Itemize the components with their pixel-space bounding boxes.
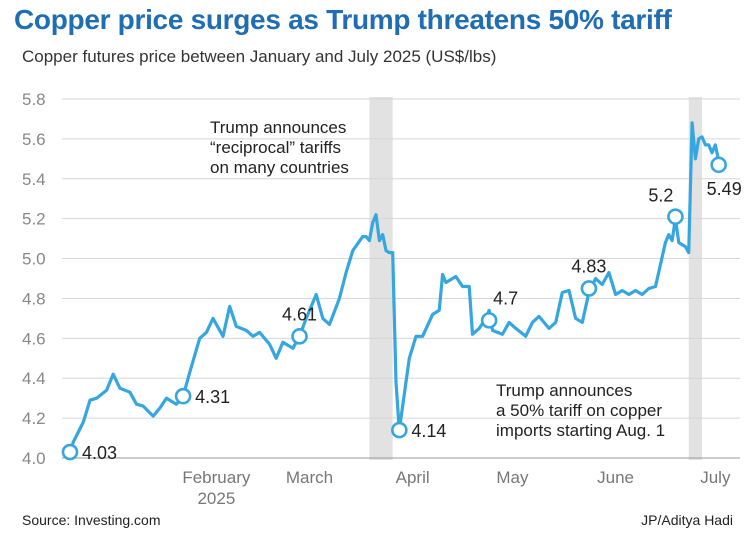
y-tick-label: 5.2 — [22, 210, 46, 229]
marker-label: 5.2 — [648, 186, 673, 206]
x-tick-label: February — [182, 468, 251, 487]
x-tick-label: May — [496, 468, 529, 487]
marker-label: 4.03 — [82, 443, 117, 463]
y-tick-label: 4.8 — [22, 289, 46, 308]
x-tick-label: 2025 — [197, 489, 235, 508]
series-line-1 — [68, 121, 721, 454]
chart-subtitle: Copper futures price between January and… — [22, 47, 497, 66]
marker-point — [291, 328, 308, 345]
y-tick-label: 4.4 — [22, 369, 46, 388]
marker-point — [710, 156, 727, 174]
marker-point — [391, 421, 408, 439]
marker-point — [667, 208, 684, 225]
marker-point — [61, 443, 79, 461]
annotation-text: Trump announces — [210, 118, 346, 137]
marker-point — [174, 387, 192, 405]
credit-note: JP/Aditya Hadi — [641, 512, 733, 528]
x-tick-label: July — [700, 468, 731, 487]
annotation-text: a 50% tariff on copper — [496, 401, 662, 420]
marker-label: 4.83 — [571, 256, 606, 276]
x-axis-ticks: February 2025 March April May June July — [182, 468, 731, 508]
x-tick-label: June — [597, 468, 634, 487]
annotation-text: Trump announces — [496, 381, 632, 400]
chart-title: Copper price surges as Trump threatens 5… — [14, 4, 672, 35]
series-group — [68, 121, 721, 454]
highlight-band-2 — [688, 97, 703, 460]
x-tick-label: March — [286, 468, 333, 487]
gridlines — [62, 98, 740, 459]
annotation-text: imports starting Aug. 1 — [496, 421, 665, 440]
y-tick-label: 5.6 — [22, 130, 46, 149]
y-tick-label: 5.8 — [22, 90, 46, 109]
x-tick-label: April — [396, 468, 430, 487]
y-tick-label: 4.2 — [22, 409, 46, 428]
marker-label: 5.49 — [707, 179, 742, 199]
y-tick-label: 5.4 — [22, 170, 46, 189]
value-markers: 4.03 4.31 4.61 4.14 4.7 4.83 5.2 5.49 — [61, 156, 742, 463]
marker-point — [480, 312, 498, 329]
y-tick-label: 4.6 — [22, 329, 46, 348]
y-axis-ticks: 4.0 4.2 4.4 4.6 4.8 5.0 5.2 5.4 5.6 5.8 — [22, 90, 46, 468]
marker-label: 4.14 — [411, 421, 446, 441]
annotation-text: “reciprocal” tariffs — [210, 138, 341, 157]
marker-point — [580, 280, 598, 297]
highlight-band-1 — [369, 97, 393, 460]
y-tick-label: 4.0 — [22, 449, 46, 468]
highlight-bands — [369, 97, 703, 460]
marker-label: 4.61 — [282, 304, 317, 324]
y-tick-label: 5.0 — [22, 250, 46, 269]
marker-label: 4.31 — [195, 387, 230, 407]
source-note: Source: Investing.com — [22, 512, 161, 528]
marker-label: 4.7 — [493, 288, 518, 308]
annotation-text: on many countries — [210, 158, 349, 177]
